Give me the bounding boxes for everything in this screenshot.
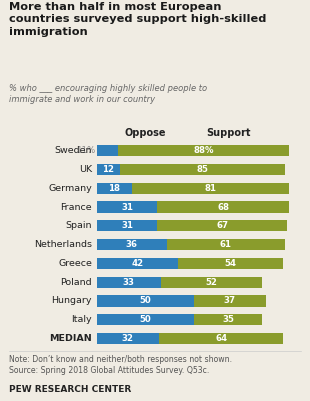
Bar <box>97 220 157 231</box>
Text: Hungary: Hungary <box>51 296 92 306</box>
Text: Support: Support <box>207 128 251 138</box>
Text: 36: 36 <box>126 240 138 249</box>
Bar <box>132 182 289 194</box>
Text: 85: 85 <box>197 165 209 174</box>
Bar <box>179 258 283 269</box>
Bar <box>97 295 194 307</box>
Text: 32: 32 <box>122 334 134 343</box>
Text: Italy: Italy <box>71 315 92 324</box>
Text: % who ___ encouraging highly skilled people to
immigrate and work in our country: % who ___ encouraging highly skilled peo… <box>9 84 207 104</box>
Text: Poland: Poland <box>60 277 92 287</box>
Text: Netherlands: Netherlands <box>34 240 92 249</box>
Text: Greece: Greece <box>58 259 92 268</box>
Text: Note: Don’t know and neither/both responses not shown.
Source: Spring 2018 Globa: Note: Don’t know and neither/both respon… <box>9 355 232 375</box>
Bar <box>97 182 132 194</box>
Text: 33: 33 <box>123 277 135 287</box>
Text: 37: 37 <box>224 296 236 306</box>
Bar <box>97 258 179 269</box>
Bar <box>97 201 157 213</box>
Bar <box>97 333 159 344</box>
Text: MEDIAN: MEDIAN <box>49 334 92 343</box>
Bar <box>97 164 120 175</box>
Text: More than half in most European
countries surveyed support high-skilled
immigrat: More than half in most European countrie… <box>9 2 267 37</box>
Text: 35: 35 <box>222 315 234 324</box>
Text: 31: 31 <box>121 221 133 230</box>
Bar <box>157 201 289 213</box>
Text: 52: 52 <box>206 277 217 287</box>
Text: 11%: 11% <box>76 146 95 155</box>
Bar <box>194 295 266 307</box>
Text: 64: 64 <box>215 334 227 343</box>
Text: PEW RESEARCH CENTER: PEW RESEARCH CENTER <box>9 385 131 394</box>
Bar <box>194 314 262 325</box>
Text: 31: 31 <box>121 203 133 212</box>
Text: 42: 42 <box>131 259 144 268</box>
Text: UK: UK <box>79 165 92 174</box>
Bar <box>159 333 283 344</box>
Bar <box>97 145 118 156</box>
Bar <box>118 145 289 156</box>
Text: 61: 61 <box>220 240 232 249</box>
Bar <box>120 164 285 175</box>
Text: Oppose: Oppose <box>125 128 166 138</box>
Text: Germany: Germany <box>48 184 92 193</box>
Text: 50: 50 <box>140 296 151 306</box>
Bar <box>97 277 161 288</box>
Text: France: France <box>60 203 92 212</box>
Text: 81: 81 <box>204 184 216 193</box>
Text: 50: 50 <box>140 315 151 324</box>
Bar <box>167 239 285 250</box>
Text: 18: 18 <box>108 184 120 193</box>
Text: 12: 12 <box>103 165 114 174</box>
Bar <box>97 314 194 325</box>
Bar <box>97 239 167 250</box>
Text: Sweden: Sweden <box>55 146 92 155</box>
Text: 54: 54 <box>225 259 237 268</box>
Text: 67: 67 <box>216 221 228 230</box>
Bar <box>157 220 287 231</box>
Text: 88%: 88% <box>193 146 214 155</box>
Bar <box>161 277 262 288</box>
Text: Spain: Spain <box>65 221 92 230</box>
Text: 68: 68 <box>217 203 229 212</box>
